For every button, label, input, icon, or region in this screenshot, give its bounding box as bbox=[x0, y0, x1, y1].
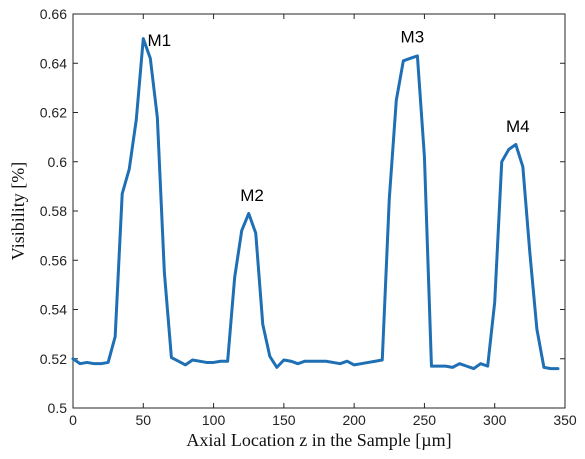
y-tick-label: 0.58 bbox=[40, 203, 67, 219]
y-tick-label: 0.6 bbox=[48, 154, 68, 170]
x-tick-label: 50 bbox=[135, 412, 151, 428]
peak-label-m1: M1 bbox=[148, 31, 172, 50]
y-tick-label: 0.66 bbox=[40, 6, 67, 22]
x-tick-label: 300 bbox=[483, 412, 507, 428]
x-tick-label: 150 bbox=[272, 412, 296, 428]
series-line bbox=[71, 37, 560, 371]
y-tick-label: 0.64 bbox=[40, 55, 67, 71]
x-tick-label: 250 bbox=[413, 412, 437, 428]
annotations: M1 M2 M3 M4 bbox=[148, 27, 530, 205]
y-tick-label: 0.5 bbox=[48, 400, 68, 416]
x-ticks: 0 50 100 150 200 250 300 350 bbox=[69, 14, 577, 428]
x-tick-label: 0 bbox=[69, 412, 77, 428]
x-tick-label: 350 bbox=[553, 412, 577, 428]
x-tick-label: 200 bbox=[342, 412, 366, 428]
y-tick-label: 0.54 bbox=[40, 302, 67, 318]
x-tick-label: 100 bbox=[202, 412, 226, 428]
peak-label-m2: M2 bbox=[240, 186, 264, 205]
x-axis-title: Axial Location z in the Sample [µm] bbox=[186, 430, 451, 450]
y-axis-title: Visibility [%] bbox=[8, 162, 28, 260]
peak-label-m3: M3 bbox=[401, 27, 425, 46]
plot-area-frame bbox=[72, 13, 566, 409]
y-tick-label: 0.56 bbox=[40, 252, 67, 268]
y-tick-label: 0.62 bbox=[40, 105, 67, 121]
y-ticks: 0.5 0.52 0.54 0.56 0.58 0.6 0.62 0.64 0.66 bbox=[40, 6, 565, 416]
peak-label-m4: M4 bbox=[506, 117, 530, 136]
y-tick-label: 0.52 bbox=[40, 351, 67, 367]
